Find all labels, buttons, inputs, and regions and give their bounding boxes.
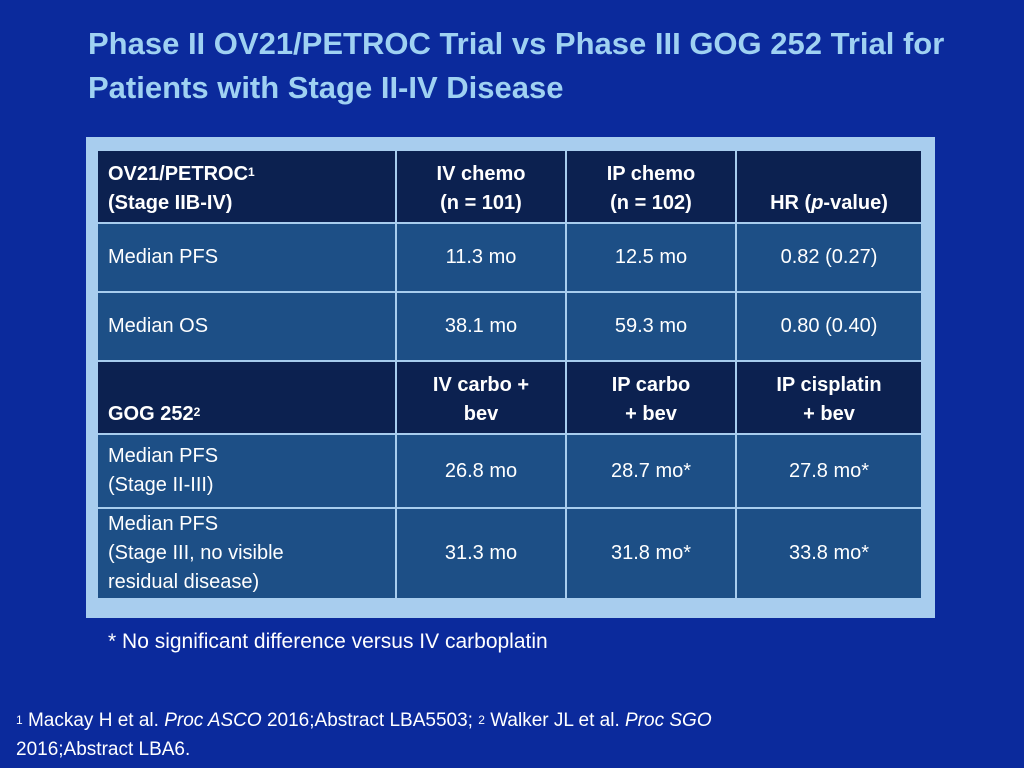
header-ip-chemo-line1: IP chemo [606,163,696,185]
ref2-authors: Walker JL et al. [490,710,620,731]
header-ip-cisplatin-line2: + bev [803,403,855,425]
ref1-authors: Mackay H et al. [27,710,159,731]
ref1-journal: Proc ASCO [164,710,262,731]
cell-value: 38.1 mo [395,291,567,362]
ref1-details: 2016;Abstract LBA5503; [266,710,473,731]
header-iv-carbo-line2: bev [463,403,499,425]
references: 1 Mackay H et al. Proc ASCO 2016;Abstrac… [16,706,1006,764]
ref2-details: 2016;Abstract LBA6. [16,739,191,760]
gog-trial-name: GOG 252 [108,403,194,425]
cell-value: 0.80 (0.40) [735,291,923,362]
ref2-journal: Proc SGO [625,710,712,731]
row-label: Median OS [96,291,397,362]
cell-value: 33.8 mo* [735,507,923,600]
table-row: Median OS 38.1 mo 59.3 mo 0.80 (0.40) [96,291,923,362]
header-ip-chemo-line2: (n = 102) [610,192,692,214]
header-hr-suffix: -value) [823,192,888,214]
cell-value: 12.5 mo [565,222,737,293]
cell-value: 11.3 mo [395,222,567,293]
footnote-text: No significant difference versus IV carb… [122,630,548,653]
header-iv-chemo-line1: IV chemo [436,163,526,185]
header-iv-carbo-bev: IV carbo + bev [395,360,567,435]
petroc-ref-sup: 1 [248,165,255,179]
table-row: Median PFS 11.3 mo 12.5 mo 0.82 (0.27) [96,222,923,293]
table-row: Median PFS (Stage II-III) 26.8 mo 28.7 m… [96,433,923,509]
row-label-line3: residual disease) [108,571,260,593]
header-hr-prefix: HR ( [770,192,812,214]
row-label: Median PFS [96,222,397,293]
comparison-table: OV21/PETROC1 (Stage IIB-IV) IV chemo (n … [96,149,923,600]
row-label-line1: Median PFS [108,513,219,535]
footnote-marker: * [108,630,117,653]
header-iv-chemo: IV chemo (n = 101) [395,149,567,224]
gog-ref-sup: 2 [193,405,201,419]
cell-value: 59.3 mo [565,291,737,362]
header-iv-chemo-line2: (n = 101) [440,192,522,214]
cell-value: 31.8 mo* [565,507,737,600]
header-iv-carbo-line1: IV carbo + [432,374,530,396]
header-ip-cisplatin-bev: IP cisplatin + bev [735,360,923,435]
ref1-sup: 1 [16,713,23,727]
row-label-line1: Median PFS [108,445,219,467]
cell-value: 26.8 mo [395,433,567,509]
cell-value: 31.3 mo [395,507,567,600]
row-label: Median PFS (Stage II-III) [96,433,397,509]
cell-value: 27.8 mo* [735,433,923,509]
gog-trial-header: GOG 2522 [96,360,397,435]
slide-title: Phase II OV21/PETROC Trial vs Phase III … [88,26,945,105]
header-ip-chemo: IP chemo (n = 102) [565,149,737,224]
table-row: Median PFS (Stage III, no visible residu… [96,507,923,600]
cell-value: 0.82 (0.27) [735,222,923,293]
header-hr-pvalue: HR (p-value) [735,149,923,224]
header-hr-p: p [811,192,824,214]
row-label: Median PFS (Stage III, no visible residu… [96,507,397,600]
header-ip-carbo-bev: IP carbo + bev [565,360,737,435]
cell-value: 28.7 mo* [565,433,737,509]
ref2-sup: 2 [478,713,485,727]
petroc-stage: (Stage IIB-IV) [108,192,233,214]
petroc-header-row: OV21/PETROC1 (Stage IIB-IV) IV chemo (n … [96,149,923,224]
row-label-line2: (Stage III, no visible [108,542,284,564]
header-ip-carbo-line2: + bev [625,403,677,425]
petroc-trial-name: OV21/PETROC [108,163,249,185]
gog-header-row: GOG 2522 IV carbo + bev IP carbo + bev I… [96,360,923,435]
petroc-trial-header: OV21/PETROC1 (Stage IIB-IV) [96,149,397,224]
header-ip-cisplatin-line1: IP cisplatin [776,374,882,396]
footnote: * No significant difference versus IV ca… [108,630,548,654]
row-label-line2: (Stage II-III) [108,474,214,496]
header-ip-carbo-line1: IP carbo [611,374,691,396]
